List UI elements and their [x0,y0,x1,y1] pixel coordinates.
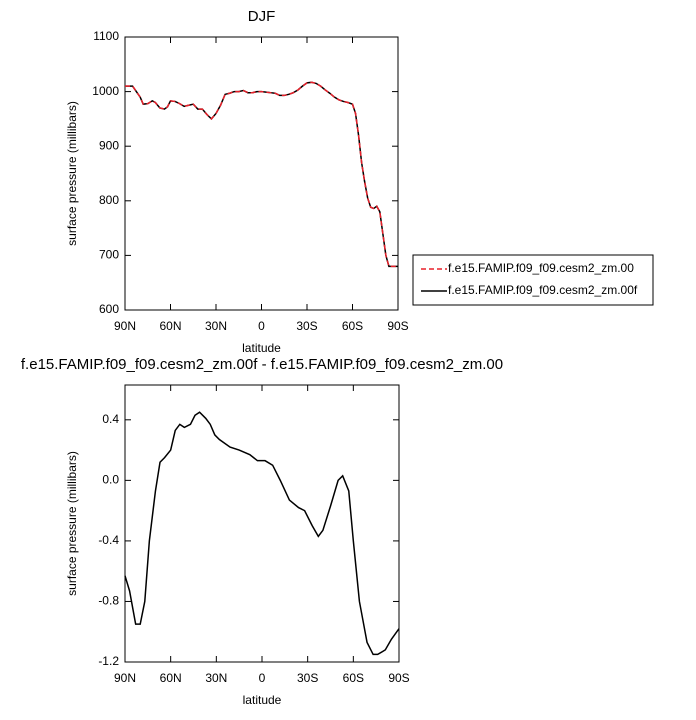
x-tick-label: 30S [297,671,318,685]
plot-frame [124,36,399,311]
y-axis-label: surface pressure (millibars) [65,451,79,596]
x-tick-label: 0 [258,319,265,333]
x-axis-label: latitude [243,693,282,707]
x-tick-label: 30N [205,319,227,333]
legend-label: f.e15.FAMIP.f09_f09.cesm2_zm.00f [448,283,638,297]
legend-label: f.e15.FAMIP.f09_f09.cesm2_zm.00 [448,261,634,275]
y-tick-label: -0.8 [98,594,119,608]
x-tick-label: 90S [388,671,409,685]
y-tick-label: 700 [99,248,119,262]
x-tick-label: 90S [387,319,408,333]
x-tick-label: 60N [159,319,181,333]
y-tick-label: 1000 [92,84,119,98]
series-line [125,81,398,268]
x-axis-label: latitude [242,341,281,355]
x-tick-label: 30S [296,319,317,333]
y-tick-label: 0.4 [102,412,119,426]
x-tick-label: 0 [259,671,266,685]
x-tick-label: 60S [342,319,363,333]
x-tick-label: 30N [205,671,227,685]
series-line [125,81,398,268]
y-tick-label: -1.2 [98,654,119,668]
y-tick-label: 900 [99,138,119,152]
legend-box [412,254,654,306]
x-tick-label: 60S [343,671,364,685]
x-tick-label: 90N [114,319,136,333]
y-tick-label: 600 [99,302,119,316]
y-tick-label: -0.4 [98,533,119,547]
y-tick-label: 800 [99,193,119,207]
plot-frame [124,384,400,663]
y-axis-label: surface pressure (millibars) [65,101,79,246]
chart-title: DJF [248,8,276,25]
y-tick-label: 1100 [93,29,119,43]
y-tick-label: 0.0 [102,473,119,487]
x-tick-label: 90N [114,671,136,685]
chart-title: f.e15.FAMIP.f09_f09.cesm2_zm.00f - f.e15… [21,356,503,373]
x-tick-label: 60N [160,671,182,685]
series-line [124,411,400,656]
